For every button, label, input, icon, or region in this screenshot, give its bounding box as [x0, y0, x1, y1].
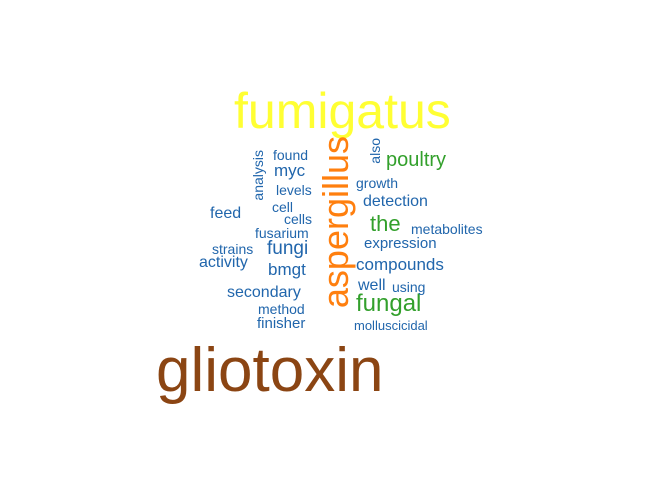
word-metabolites: metabolites — [411, 221, 483, 237]
word-myc: myc — [274, 161, 306, 180]
word-growth: growth — [356, 175, 399, 191]
word-expression: expression — [364, 235, 437, 252]
word-fungal: fungal — [356, 290, 422, 317]
word-well: well — [358, 277, 386, 294]
word-found: found — [273, 147, 309, 163]
word-fumigatus: fumigatus — [234, 83, 451, 139]
word-method: method — [258, 301, 305, 317]
word-fusarium: fusarium — [255, 225, 309, 241]
word-analysis: analysis — [250, 150, 266, 201]
word-using: using — [392, 279, 426, 295]
word-fungi: fungi — [267, 238, 309, 259]
word-cells: cells — [284, 211, 313, 227]
word-feed: feed — [210, 205, 242, 222]
word-detection: detection — [363, 193, 428, 210]
word-also: also — [367, 138, 383, 164]
word-cell: cell — [272, 199, 294, 215]
word-bmgt: bmgt — [268, 260, 306, 279]
word-secondary: secondary — [227, 284, 301, 301]
word-the: the — [370, 211, 401, 236]
word-activity: activity — [199, 254, 248, 271]
word-poultry: poultry — [386, 149, 447, 171]
word-finisher: finisher — [257, 315, 306, 332]
word-strains: strains — [212, 241, 254, 257]
word-compounds: compounds — [356, 255, 444, 274]
word-levels: levels — [276, 182, 312, 198]
word-gliotoxin: gliotoxin — [156, 336, 384, 405]
word-aspergillus: aspergillus — [315, 136, 356, 309]
word-molluscicidal: molluscicidal — [354, 318, 428, 333]
